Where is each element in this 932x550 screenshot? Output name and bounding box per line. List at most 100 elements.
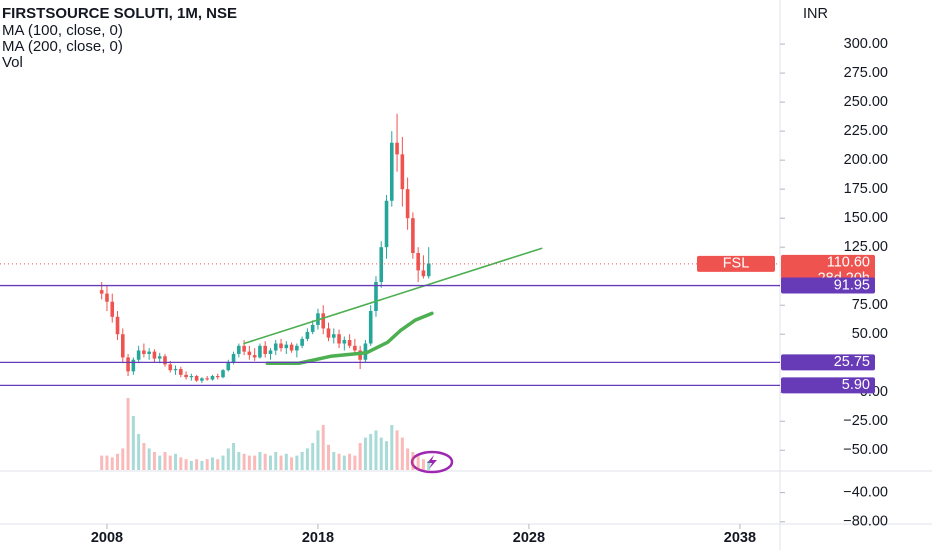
volume-bar — [163, 452, 167, 470]
volume-bar — [353, 455, 357, 470]
volume-bar — [110, 457, 114, 470]
volume-bar — [168, 455, 172, 470]
candle-body — [263, 345, 268, 354]
symbol-label: FSL — [723, 256, 750, 272]
volume-bar — [142, 443, 146, 470]
candle-body — [163, 356, 167, 365]
candle-body — [300, 338, 304, 346]
candle-body — [411, 218, 415, 253]
volume-bar — [232, 443, 236, 470]
volume-bar — [316, 430, 320, 470]
volume-bar — [369, 434, 373, 470]
y-tick-label: 175.00 — [844, 181, 888, 197]
volume-bar — [174, 453, 178, 470]
volume-bar — [305, 448, 309, 470]
candle-body — [426, 263, 431, 277]
volume-bar — [268, 455, 272, 470]
volume-bar — [253, 455, 257, 470]
candle-body — [194, 376, 199, 381]
volume-bar — [200, 461, 204, 470]
candle-body — [389, 142, 394, 201]
candle-body — [189, 376, 194, 378]
candle-body — [184, 374, 188, 378]
candle-body — [353, 345, 357, 351]
indicator-label: Vol — [2, 54, 23, 71]
candle-body — [405, 189, 410, 219]
x-tick-label: 2028 — [513, 530, 545, 546]
volume-bar — [406, 448, 410, 470]
volume-bar — [379, 437, 383, 470]
candle-body — [395, 142, 399, 155]
level-label: 25.75 — [834, 354, 870, 370]
price-label: 110.60 — [827, 255, 870, 271]
level-label: 5.90 — [842, 377, 870, 393]
y-tick-label: 75.00 — [852, 297, 888, 313]
indicator-label: MA (200, close, 0) — [2, 38, 123, 55]
candle-body — [157, 356, 162, 359]
candle-body — [310, 324, 315, 332]
level-tag — [781, 354, 875, 371]
candle-body — [347, 340, 352, 346]
volume-bar — [390, 425, 394, 470]
candle-body — [221, 370, 225, 378]
y-tick-label: 275.00 — [844, 65, 888, 81]
volume-bar — [179, 457, 183, 470]
candle-body — [252, 355, 257, 358]
candle-body — [242, 345, 246, 352]
candle-body — [384, 200, 389, 248]
volume-bar — [363, 437, 367, 470]
volume-bar — [247, 455, 251, 470]
candle-body — [231, 353, 236, 363]
x-tick-label: 2008 — [91, 530, 123, 546]
candle-body — [237, 345, 241, 354]
candle-body — [136, 350, 141, 360]
candle-body — [279, 343, 283, 349]
candle-body — [200, 378, 204, 381]
level-label: 91.95 — [834, 277, 870, 293]
candle-body — [105, 293, 109, 302]
candle-body — [379, 247, 384, 282]
candle-body — [321, 313, 326, 329]
level-tag — [781, 377, 875, 394]
candle-body — [142, 350, 146, 354]
volume-bar — [427, 461, 431, 470]
candle-body — [374, 282, 378, 312]
volume-bar — [342, 455, 346, 470]
candle-body — [110, 301, 115, 317]
x-tick-label: 2038 — [724, 530, 756, 546]
volume-bar — [400, 437, 404, 470]
volume-bar — [210, 457, 214, 470]
candle-body — [337, 334, 341, 344]
trend-line — [243, 247, 543, 345]
volume-bar — [326, 444, 330, 470]
volume-bar — [374, 430, 378, 470]
candle-body — [247, 351, 252, 356]
candle-body — [295, 345, 299, 351]
candle-body — [331, 334, 336, 338]
volume-bar — [348, 453, 352, 470]
volume-bar — [295, 455, 299, 470]
y-tick-label: 50.00 — [852, 326, 888, 342]
candle-body — [205, 378, 209, 380]
y-tick-label: −25.00 — [843, 413, 888, 429]
volume-bar — [416, 455, 420, 470]
volume-bar — [337, 453, 341, 470]
candle-body — [326, 328, 331, 338]
y-tick-label: 300.00 — [844, 36, 888, 52]
candle-body — [284, 344, 289, 349]
volume-bar — [258, 452, 262, 470]
currency-label: INR — [803, 6, 828, 22]
candle-body — [226, 362, 231, 371]
candle-body — [289, 344, 294, 351]
candle-body — [120, 334, 125, 358]
volume-bar — [126, 398, 130, 470]
y2-tick-label: −80.00 — [843, 514, 888, 530]
volume-bar — [147, 448, 151, 470]
volume-bar — [300, 452, 304, 470]
y-tick-label: 200.00 — [844, 152, 888, 168]
volume-bar — [411, 452, 415, 470]
candle-body — [416, 252, 420, 271]
volume-bar — [105, 455, 109, 470]
volume-bar — [385, 441, 389, 470]
volume-bar — [321, 425, 325, 470]
